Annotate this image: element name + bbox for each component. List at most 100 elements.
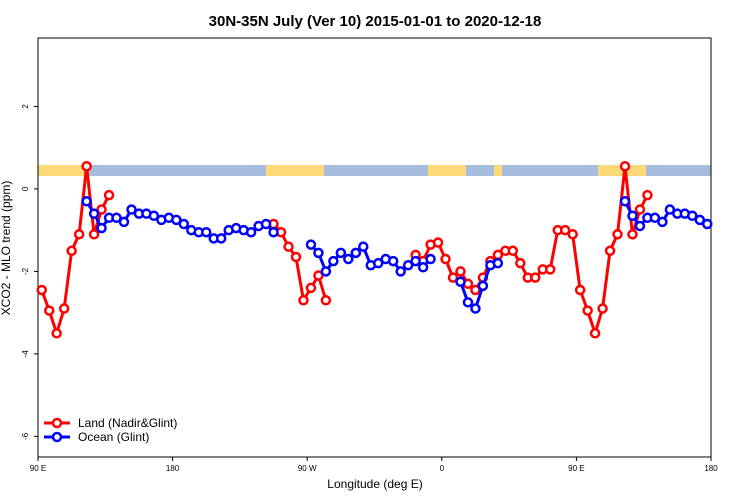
data-point — [372, 257, 384, 269]
data-point — [36, 284, 47, 296]
data-point — [559, 224, 571, 236]
data-point — [148, 210, 160, 221]
y-tick-label: -4 — [21, 350, 30, 358]
data-point — [290, 251, 302, 263]
y-tick-label: 2 — [21, 104, 30, 109]
legend-marker — [51, 431, 63, 443]
data-point — [515, 257, 526, 269]
data-point — [320, 266, 332, 277]
data-point — [387, 255, 399, 267]
data-point — [634, 220, 646, 232]
land-strip — [38, 165, 84, 176]
data-point — [544, 264, 556, 275]
y-tick-label: 0 — [21, 186, 30, 191]
data-point — [215, 233, 227, 244]
data-point — [58, 303, 70, 314]
plot-frame — [37, 37, 712, 458]
x-tick-label: 0 — [440, 464, 445, 473]
data-point — [298, 295, 309, 306]
data-point — [66, 245, 77, 257]
data-point — [96, 222, 107, 234]
data-point — [320, 295, 332, 306]
data-point — [51, 328, 62, 339]
land-strip — [494, 165, 502, 176]
data-point — [350, 247, 362, 259]
chart-title: 30N-35N July (Ver 10) 2015-01-01 to 2020… — [209, 13, 542, 30]
data-point — [328, 255, 339, 267]
x-axis-label: Longitude (deg E) — [327, 477, 422, 491]
x-tick-label: 180 — [704, 464, 718, 473]
data-point — [470, 303, 481, 314]
data-point — [313, 247, 324, 259]
data-point — [395, 266, 406, 277]
data-point — [649, 212, 661, 224]
data-point — [358, 241, 369, 252]
data-point — [245, 226, 257, 238]
data-point — [604, 245, 616, 257]
data-point — [447, 272, 459, 283]
x-tick-label: 90 E — [568, 464, 584, 473]
data-point — [402, 259, 414, 271]
legend-marker — [51, 417, 63, 429]
data-point — [425, 253, 436, 265]
data-point — [582, 305, 593, 316]
data-point — [440, 253, 451, 265]
y-tick-label: -2 — [21, 267, 30, 275]
data-point — [111, 212, 122, 224]
data-point — [305, 239, 317, 250]
data-point — [455, 266, 466, 277]
data-point — [201, 226, 212, 238]
data-point — [619, 196, 631, 207]
data-point — [477, 280, 489, 292]
data-point — [118, 216, 130, 228]
data-point — [417, 262, 429, 273]
ocean-strip — [38, 165, 711, 176]
data-point — [103, 189, 115, 201]
data-point — [88, 208, 100, 219]
data-point — [305, 282, 317, 294]
y-tick-label: -6 — [21, 432, 30, 440]
data-point — [492, 257, 504, 269]
land-strip — [428, 165, 466, 176]
data-point — [589, 328, 601, 339]
data-point — [88, 229, 100, 240]
data-point — [634, 204, 646, 215]
data-point — [410, 255, 421, 267]
data-point — [126, 204, 137, 215]
y-axis-label: XCO2 - MLO trend (ppm) — [0, 181, 13, 316]
data-point — [43, 305, 55, 316]
legend-label: Ocean (Glint) — [78, 430, 149, 444]
data-point — [507, 245, 519, 257]
data-point — [627, 210, 638, 221]
data-point — [642, 189, 653, 201]
data-point — [81, 196, 92, 207]
data-point — [687, 210, 698, 221]
x-tick-label: 90 E — [30, 464, 46, 473]
data-point — [470, 284, 481, 296]
data-point — [694, 214, 706, 226]
data-point — [81, 161, 92, 172]
x-tick-label: 180 — [166, 464, 180, 473]
legend-label: Land (Nadir&Glint) — [78, 416, 177, 430]
data-point — [702, 218, 713, 230]
data-point — [619, 161, 631, 172]
data-point — [567, 229, 578, 240]
land-ocean-strip — [38, 165, 711, 176]
data-point — [335, 247, 347, 259]
data-point — [260, 218, 272, 230]
data-point — [657, 216, 668, 228]
data-point — [73, 229, 85, 240]
x-tick-label: 90 W — [298, 464, 317, 473]
data-point — [171, 214, 182, 226]
data-point — [283, 241, 294, 252]
data-point — [96, 204, 107, 215]
data-point — [343, 253, 354, 265]
data-point — [455, 276, 466, 287]
data-point — [432, 237, 444, 248]
data-point — [597, 303, 608, 314]
data-point — [530, 272, 541, 283]
land-strip — [266, 165, 324, 176]
data-point — [574, 284, 586, 296]
